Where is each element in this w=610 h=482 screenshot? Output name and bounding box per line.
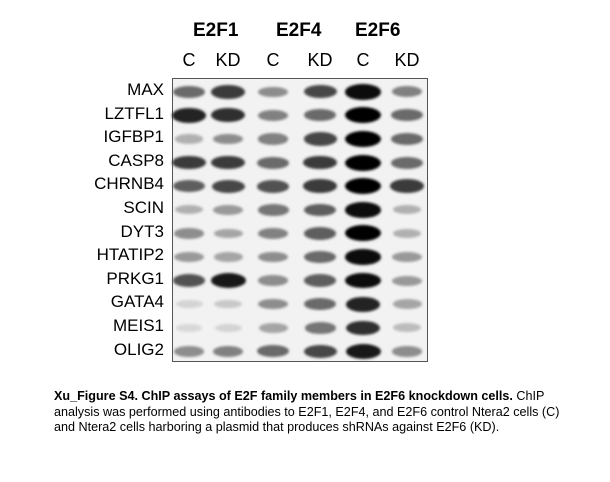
gel-band (258, 275, 288, 286)
gel-band (391, 86, 423, 98)
gel-band (211, 108, 245, 123)
gel-band (213, 252, 243, 262)
gel-band (345, 178, 381, 195)
gene-label: SCIN (123, 198, 164, 217)
gel-band (211, 179, 245, 193)
gel-band (211, 84, 245, 99)
gel-band (391, 109, 423, 122)
gel-band (304, 274, 336, 287)
caption-title: Xu_Figure S4. ChIP assays of E2F family … (54, 389, 513, 403)
gel-band (257, 227, 289, 239)
gel-band (304, 322, 336, 334)
lane-header: C (182, 50, 196, 70)
gel-band (345, 343, 381, 359)
gel-band (392, 299, 422, 310)
gel-band (256, 179, 290, 193)
gene-label: MAX (127, 80, 164, 99)
gene-label: MEIS1 (112, 316, 164, 335)
gel-band (257, 156, 289, 169)
gel-band (173, 85, 205, 98)
gel-band (304, 298, 336, 311)
gel-band (175, 323, 203, 332)
gel-band (392, 251, 422, 263)
gel-band (257, 345, 289, 358)
gel-band (345, 154, 381, 171)
gel-band (257, 109, 289, 121)
gene-label: GATA4 (110, 292, 164, 312)
gel-band (213, 204, 243, 215)
lane-header: KD (215, 50, 241, 70)
gel-band (171, 108, 207, 123)
gel-band (257, 204, 289, 216)
gel-band (210, 273, 246, 289)
gel-band (304, 251, 336, 263)
gel-band (393, 323, 421, 333)
lane-header: KD (307, 50, 333, 70)
gel-band (345, 249, 381, 265)
gel-band (391, 133, 423, 145)
gel-band (345, 84, 381, 100)
gel-image (171, 78, 428, 362)
gel-band (392, 205, 422, 215)
gel-band (392, 275, 422, 286)
gene-label: CASP8 (108, 150, 164, 170)
gel-band (303, 85, 337, 99)
gel-band (304, 109, 336, 122)
gel-band (175, 300, 203, 309)
gel-band (303, 344, 337, 359)
figure-caption: Xu_Figure S4. ChIP assays of E2F family … (54, 389, 574, 436)
gel-band (345, 225, 381, 242)
gel-band (303, 179, 337, 194)
gel-band (172, 274, 206, 288)
gel-band (304, 227, 336, 240)
gel-band (345, 131, 381, 147)
gel-band (392, 346, 422, 357)
gel-band (174, 251, 204, 263)
gel-band (345, 107, 381, 124)
gene-label: DYT3 (120, 221, 164, 241)
gel-band (172, 155, 206, 170)
gel-band (345, 296, 381, 312)
gene-label: PRKG1 (106, 268, 164, 288)
gel-band (304, 203, 336, 216)
lane-header: C (266, 50, 280, 70)
gel-band (345, 202, 381, 218)
lane-header: KD (394, 50, 420, 70)
gel-band (392, 228, 422, 239)
gel-band (174, 134, 204, 144)
gel-band (211, 155, 245, 170)
gene-label: IGFBP1 (103, 127, 164, 147)
gel-band (258, 298, 288, 310)
gel-band (258, 251, 288, 263)
gene-label: CHRNB4 (94, 174, 164, 194)
gene-label: HTATIP2 (96, 245, 164, 265)
gel-band (258, 86, 288, 98)
group-header-e2f6: E2F6 (355, 20, 401, 41)
group-header-e2f4: E2F4 (276, 20, 322, 41)
group-header-e2f1: E2F1 (193, 20, 239, 41)
gel-band (214, 323, 242, 332)
gene-label: LZTFL1 (104, 103, 164, 123)
gel-band (257, 133, 289, 145)
gel-band (345, 272, 381, 289)
gene-label: OLIG2 (113, 339, 164, 359)
gel-band (174, 205, 204, 215)
gel-band (173, 180, 205, 193)
gel-band (214, 300, 242, 309)
gel-band (258, 322, 288, 333)
gel-band (303, 155, 337, 170)
gel-band (213, 133, 243, 145)
lane-header: C (356, 50, 370, 70)
gel-band (391, 156, 423, 169)
gel-band (346, 320, 380, 335)
gel-band (174, 346, 204, 357)
gel-band (213, 228, 243, 239)
gel-band (303, 132, 337, 146)
gel-band (212, 345, 244, 357)
caption-body: ChIP analysis was performed using antibo… (54, 389, 560, 434)
gel-band (390, 179, 424, 194)
gel-band (174, 228, 204, 239)
